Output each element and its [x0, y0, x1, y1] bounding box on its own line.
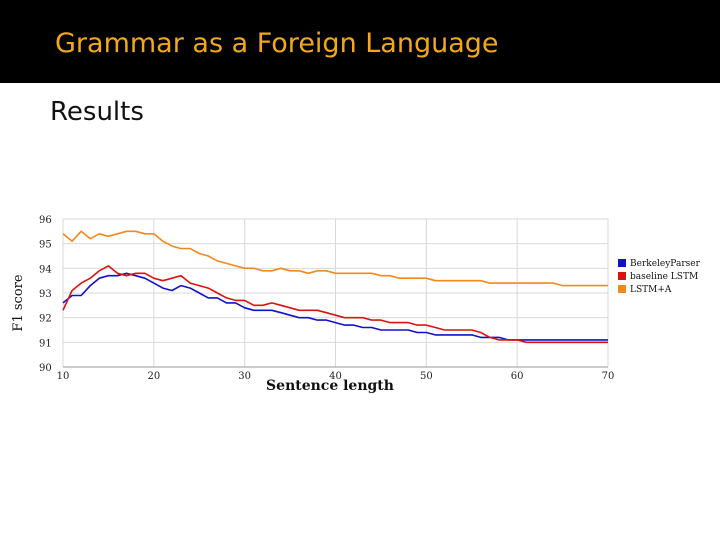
chart-legend: BerkeleyParser baseline LSTM LSTM+A [618, 259, 701, 295]
slide-title: Grammar as a Foreign Language [55, 28, 499, 59]
legend-label: BerkeleyParser [630, 259, 701, 269]
x-tick-label: 40 [329, 371, 342, 382]
y-tick-label: 96 [39, 215, 52, 226]
y-tick-labels: 90 91 92 93 94 95 96 [39, 215, 52, 374]
legend-swatch [618, 285, 626, 293]
x-tick-labels: 10 20 30 40 50 60 70 [57, 371, 615, 382]
y-tick-label: 90 [39, 363, 52, 374]
f1-line-chart: 90 91 92 93 94 95 96 10 20 30 40 50 60 70 F1 score S… [11, 215, 701, 394]
chart-series-lines [62, 230, 608, 344]
x-tick-label: 30 [238, 371, 251, 382]
legend-label: LSTM+A [630, 285, 672, 295]
y-tick-label: 93 [39, 289, 52, 300]
legend-swatch [618, 259, 626, 267]
slide-subtitle: Results [50, 97, 144, 127]
slide-title-bar: Grammar as a Foreign Language [0, 0, 720, 83]
y-tick-label: 94 [39, 264, 52, 275]
x-tick-label: 70 [602, 371, 615, 382]
x-axis-label: Sentence length [266, 378, 394, 394]
series-line-lstm-a [62, 230, 608, 287]
y-tick-label: 92 [39, 314, 52, 325]
legend-label: baseline LSTM [630, 272, 698, 282]
y-tick-label: 95 [39, 240, 52, 251]
slide-content: Results 90 91 92 93 94 95 96 10 20 30 40 50 60 70 F1… [0, 83, 720, 540]
y-axis-label: F1 score [11, 274, 26, 331]
legend-swatch [618, 272, 626, 280]
x-tick-label: 20 [147, 371, 160, 382]
x-tick-label: 50 [420, 371, 433, 382]
x-tick-label: 10 [57, 371, 70, 382]
y-tick-label: 91 [39, 338, 52, 349]
chart-grid [62, 218, 609, 368]
x-tick-label: 60 [511, 371, 524, 382]
series-line-baseline-lstm [62, 265, 608, 344]
